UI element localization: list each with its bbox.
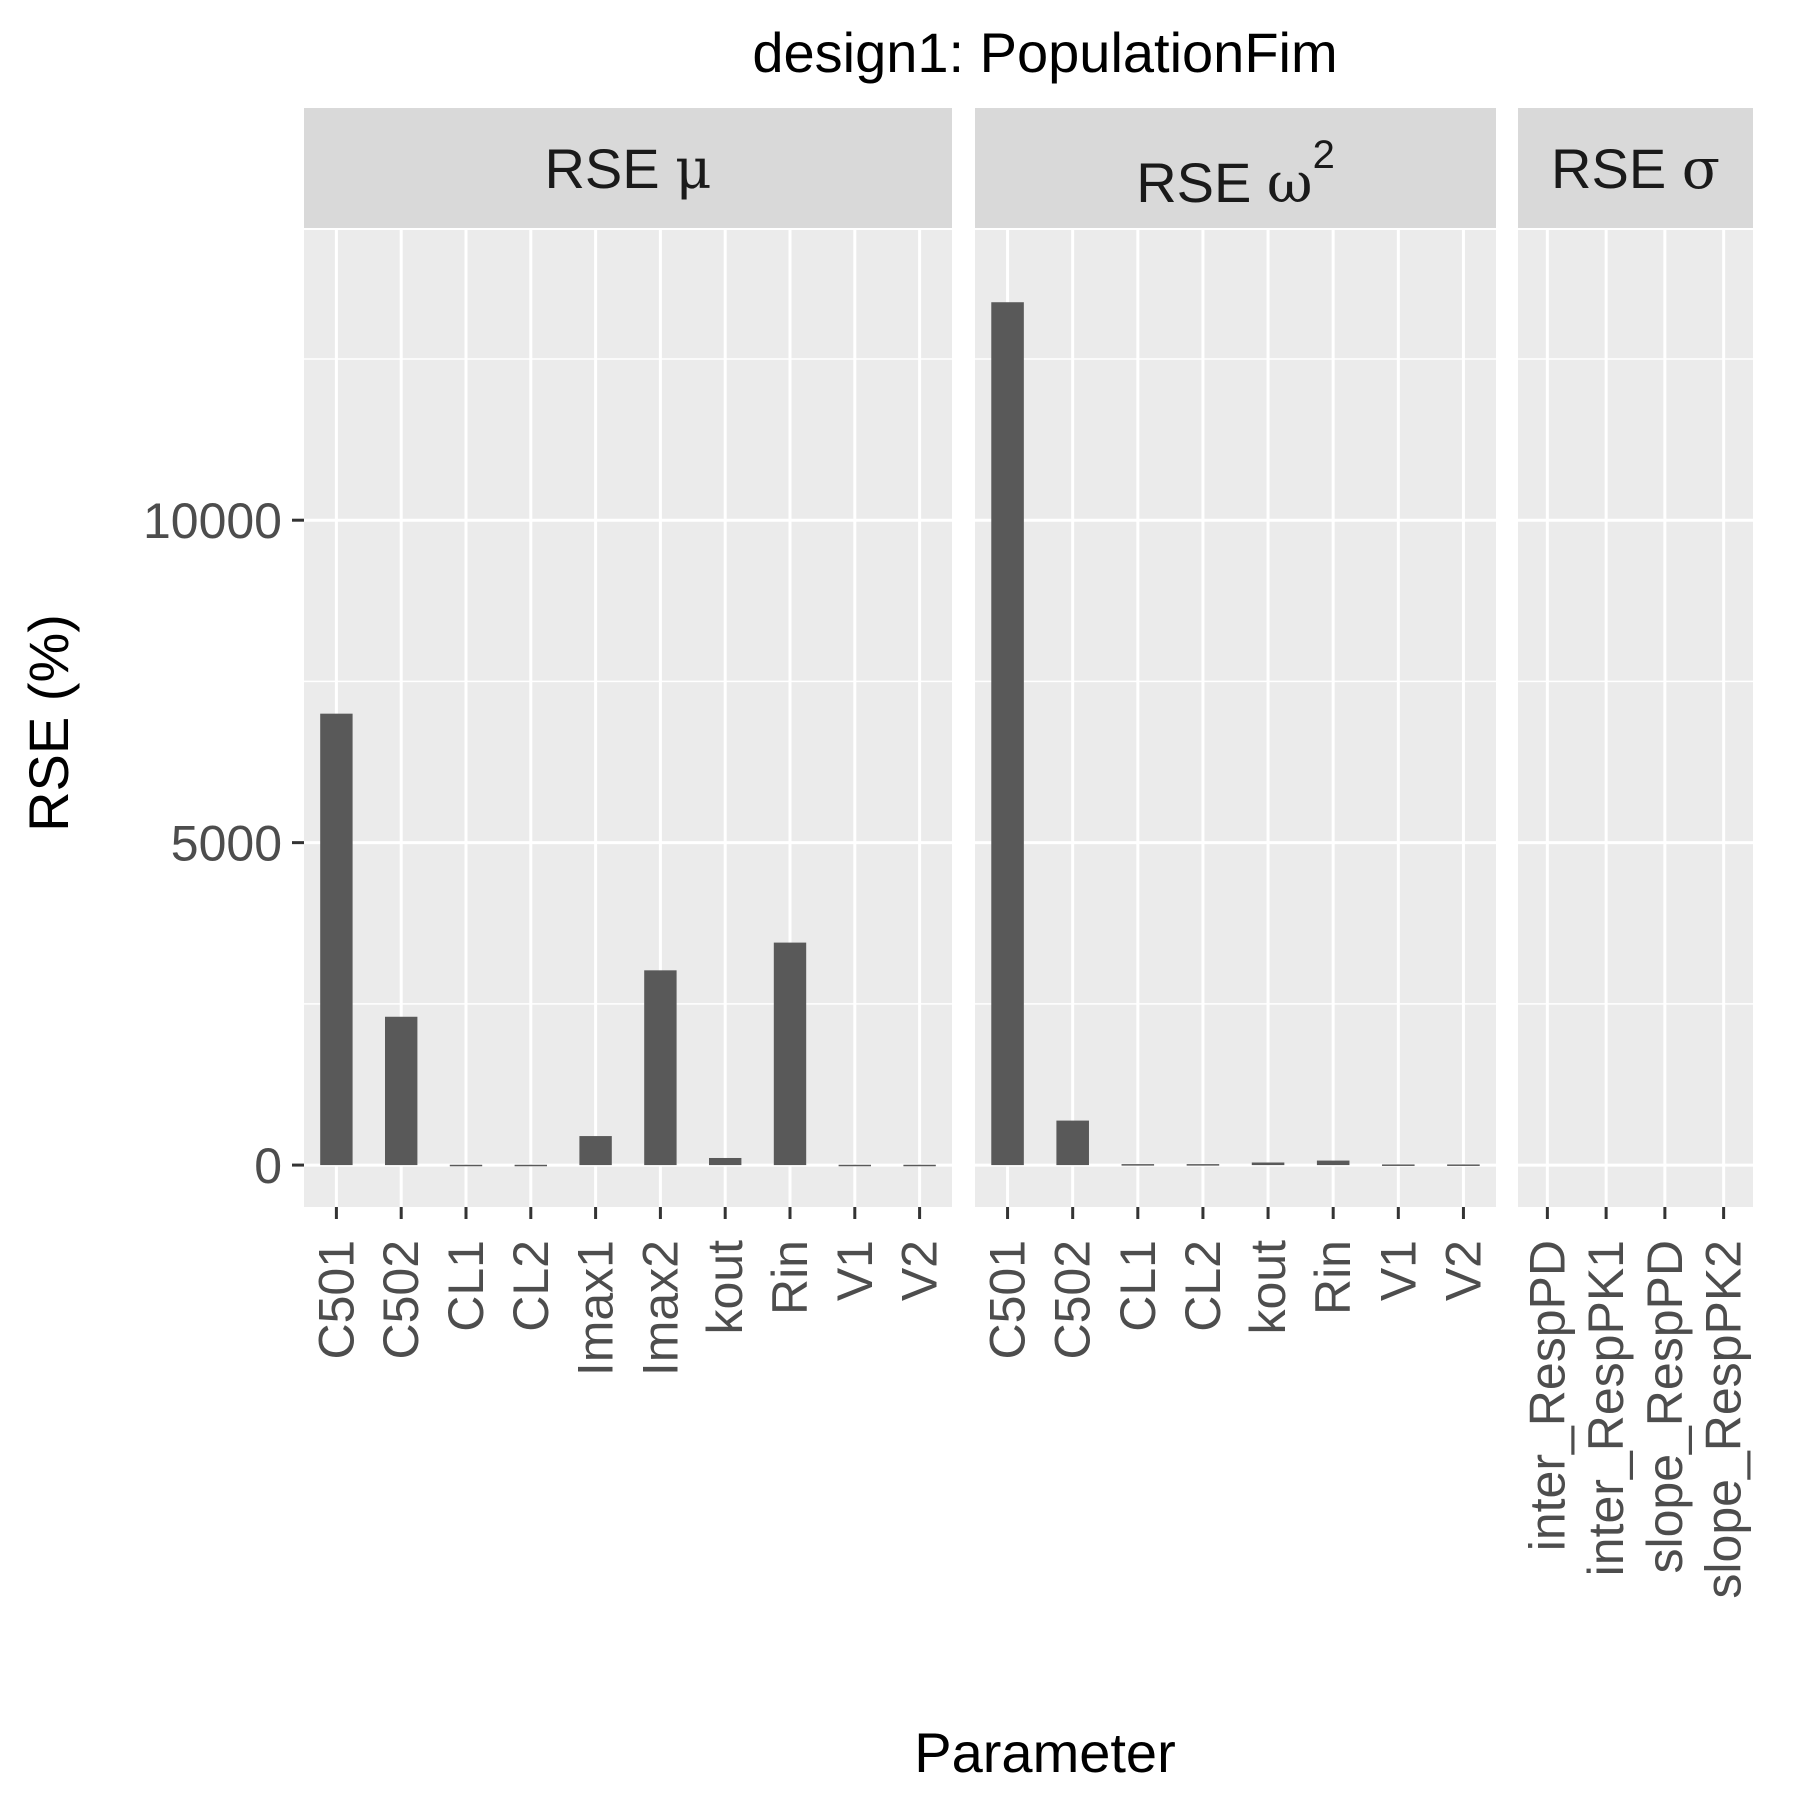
panel-background [975,230,1496,1207]
bar-CL2 [514,1164,547,1167]
facet-strip-label: RSE σ [1551,137,1720,202]
y-axis-title: RSE (%) [17,614,80,832]
panel-background [1518,230,1753,1207]
x-axis-title: Parameter [914,1721,1175,1784]
bar-kout [709,1157,742,1166]
facet-panel-2: RSE ω2 C501 C502 CL1 CL2 kout Rin V1 V2 [975,108,1496,1360]
facet-strip-label-text: RSE [1551,137,1682,200]
bar-CL2 [1186,1164,1220,1166]
x-tick-label: CL2 [503,1240,559,1332]
chart-title: design1: PopulationFim [752,21,1337,84]
x-tick-label: Imax2 [632,1240,688,1376]
x-tick-label: C502 [1045,1240,1101,1360]
x-tick-label: slope_RespPD [1637,1240,1693,1574]
x-tick-label: CL1 [1110,1240,1166,1332]
x-tick-label: inter_RespPK1 [1578,1240,1634,1576]
bar-V2 [1447,1164,1480,1166]
bar-V2 [903,1164,936,1167]
facet-strip-label-text: RSE [544,137,675,200]
x-tick-label: CL1 [438,1240,494,1332]
bar-Imax1 [579,1136,612,1166]
x-tick-label: Rin [1305,1240,1361,1315]
x-tick-label: V1 [1370,1240,1426,1301]
y-axis: 0 5000 10000 [143,493,304,1194]
facet-strip-greek: ω [1267,151,1313,216]
bar-C502 [1056,1120,1089,1166]
bar-C501 [320,713,353,1166]
x-tick-label: V2 [1435,1240,1491,1301]
x-tick-label: V1 [827,1240,883,1301]
facet-panel-1: RSE μ C501 C502 CL1 CL2 Imax1 Imax2 kout Rin V1 V2 [304,108,952,1376]
bar-C501 [991,302,1024,1166]
facet-strip [975,108,1496,228]
x-tick-label: C501 [980,1240,1036,1360]
bar-C502 [385,1016,418,1166]
bar-Imax2 [644,970,677,1166]
y-tick-label: 10000 [143,493,282,549]
bar-CL1 [449,1164,483,1167]
x-tick-label: C501 [308,1240,364,1360]
y-tick-label: 0 [254,1138,282,1194]
facet-strip [304,108,952,228]
x-tick-label: slope_RespPK2 [1696,1240,1752,1599]
facet-strip-label: RSE ω2 [1136,133,1335,216]
bar-Rin [1316,1160,1350,1166]
bar-kout [1251,1162,1285,1166]
facet-strip-label-text: RSE [1136,151,1267,214]
x-tick-label: CL2 [1175,1240,1231,1332]
x-tick-label: Imax1 [568,1240,624,1376]
x-tick-label: inter_RespPD [1519,1240,1575,1551]
bar-CL1 [1121,1164,1155,1166]
x-tick-label: kout [697,1240,753,1335]
facet-strip-greek: μ [675,137,711,202]
x-tick-label: V2 [892,1240,948,1301]
x-tick-label: kout [1240,1240,1296,1335]
bar-Rin [773,942,807,1166]
facet-strip [1518,108,1753,228]
bar-V1 [1382,1164,1415,1166]
x-tick-label: Rin [762,1240,818,1315]
facet-strip-greek: σ [1682,137,1720,202]
bar-V1 [838,1164,871,1167]
facet-strip-label: RSE μ [544,137,711,202]
y-tick-label: 5000 [171,816,282,872]
x-tick-label: C502 [373,1240,429,1360]
facet-strip-superscript: 2 [1313,133,1335,177]
